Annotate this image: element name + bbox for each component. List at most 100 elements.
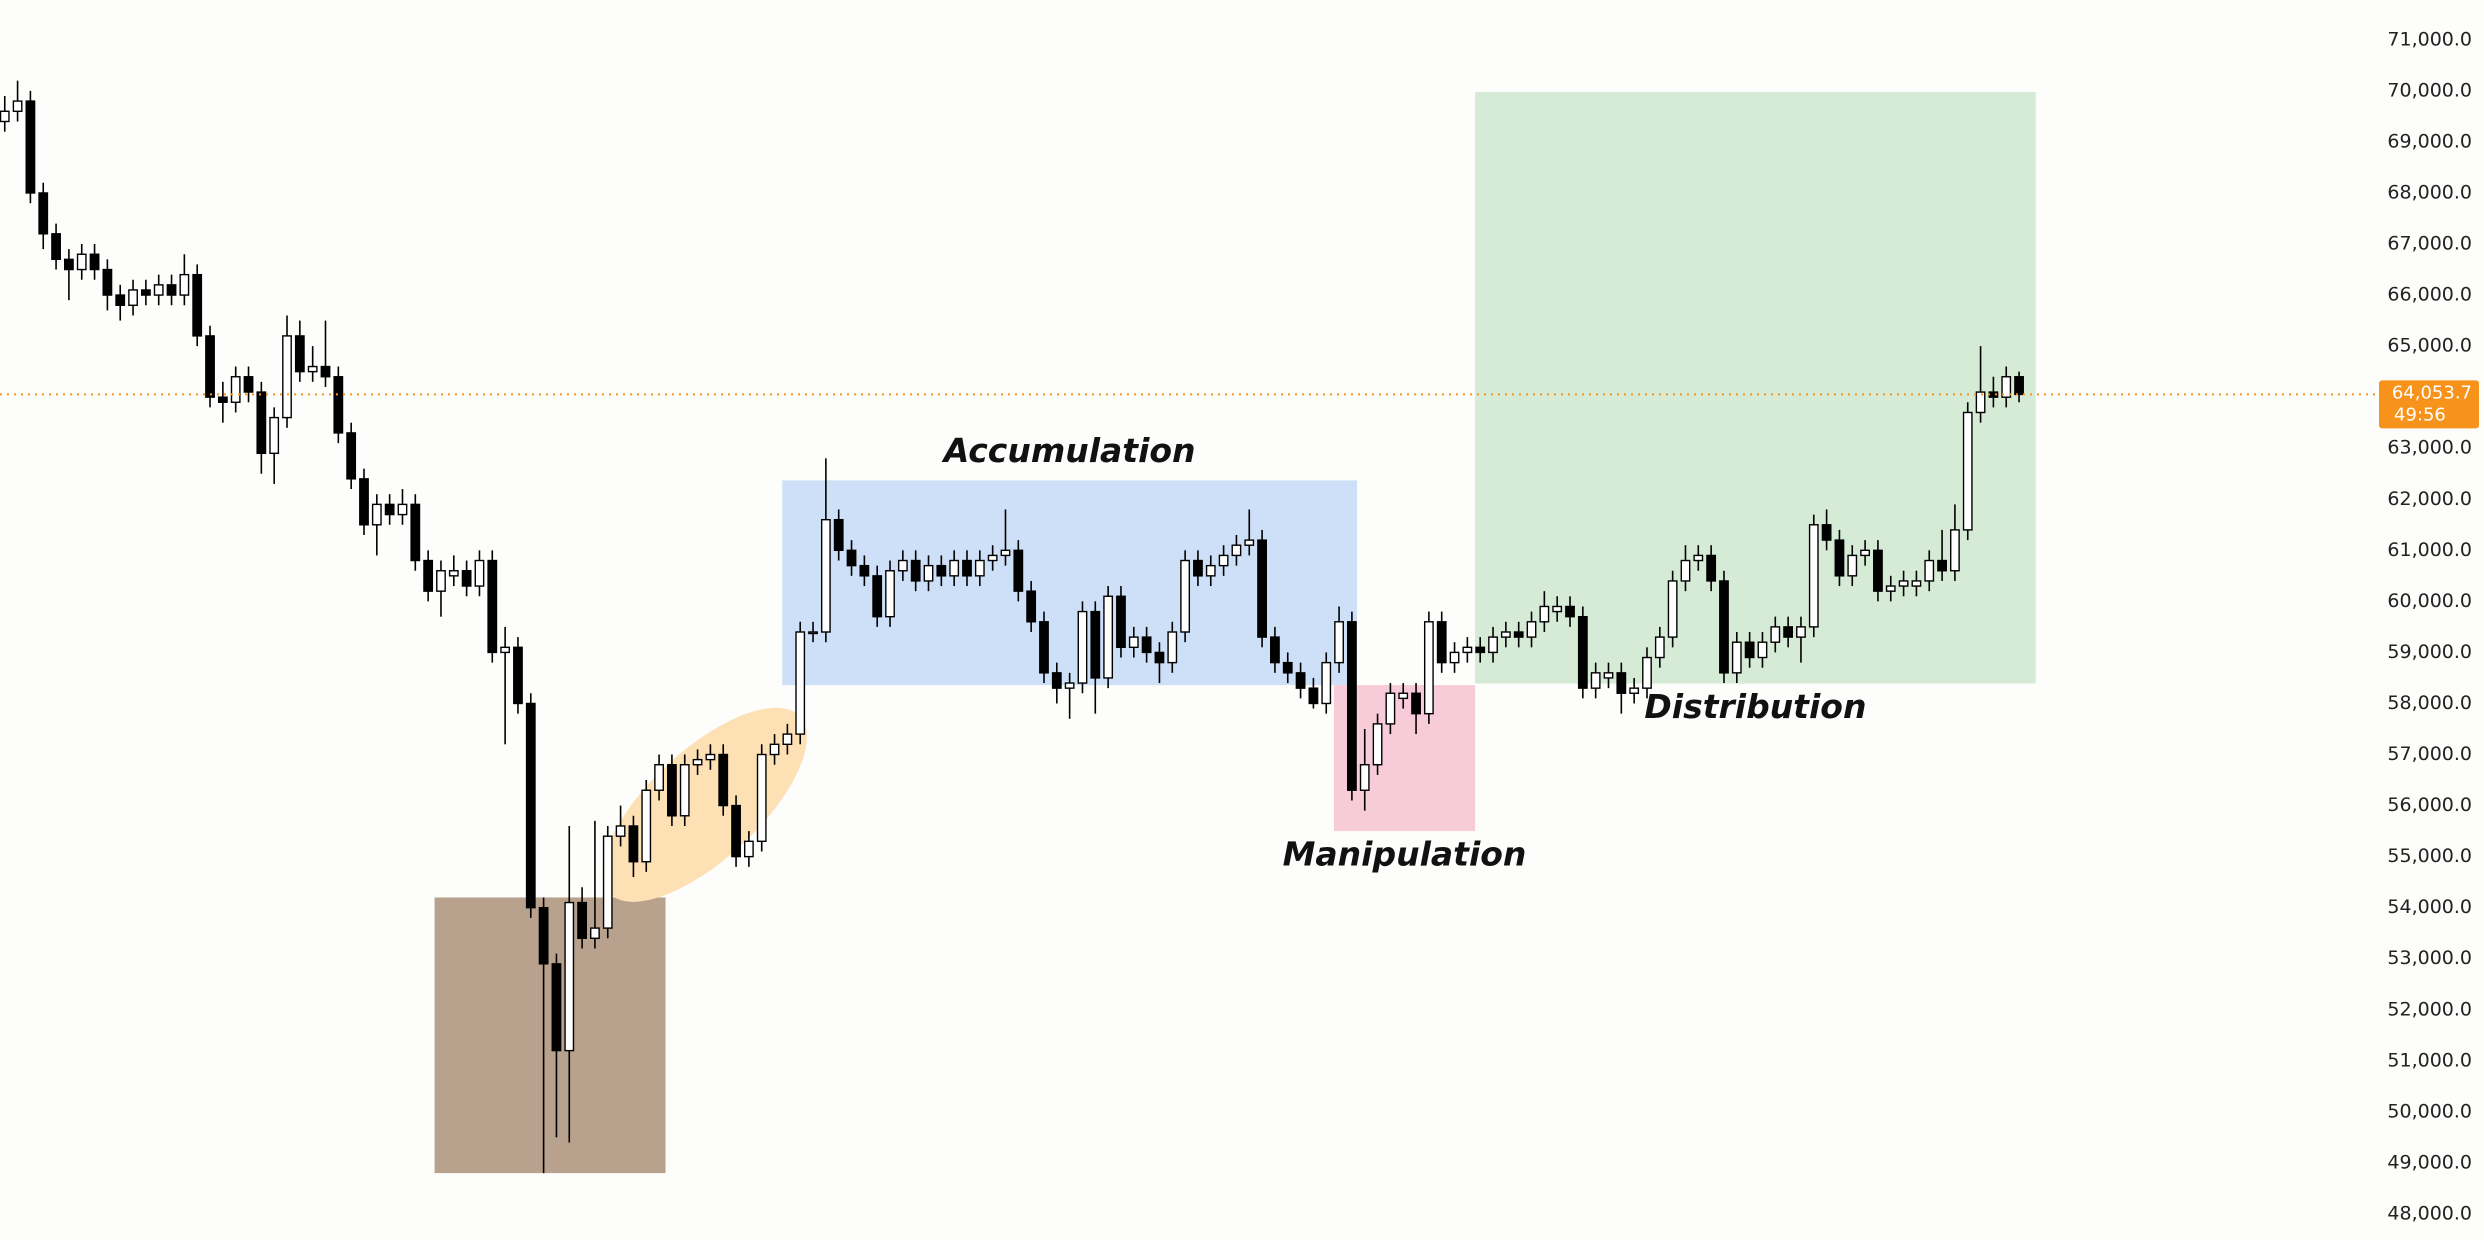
candle-body	[410, 503, 421, 562]
candle-body	[1462, 646, 1473, 654]
candle-body	[628, 825, 639, 863]
candle-body	[1116, 595, 1126, 649]
candle-body	[577, 901, 588, 939]
last-price-tag	[2379, 380, 2479, 429]
price-overlay: 64,053.749:56	[0, 380, 2479, 429]
candle-body	[1719, 580, 1729, 674]
candle-body	[705, 753, 716, 761]
y-tick-label: 51,000.0	[2387, 1049, 2472, 1071]
candle-body	[51, 233, 61, 261]
candle-body	[487, 559, 498, 654]
y-tick-label: 71,000.0	[2387, 28, 2472, 50]
candle-body	[525, 702, 536, 909]
candle-body	[1911, 580, 1922, 587]
zone-rect	[1475, 91, 2036, 684]
candle-body	[718, 753, 729, 807]
candle-body	[1231, 544, 1242, 557]
candle-body	[1051, 672, 1062, 689]
candle-body	[1372, 723, 1383, 766]
candle-body	[166, 284, 177, 296]
candle-body	[667, 764, 677, 817]
candle-body	[1885, 585, 1896, 592]
candle-body	[782, 733, 793, 746]
candle-body	[1577, 615, 1588, 689]
candle-body	[692, 758, 703, 766]
candle-body	[1180, 559, 1191, 633]
y-tick-label: 57,000.0	[2387, 743, 2472, 765]
candle-body	[359, 478, 369, 526]
candle-body	[1026, 590, 1037, 623]
candle-body	[179, 273, 190, 296]
candle-body	[949, 559, 960, 577]
candle-body	[590, 927, 600, 939]
y-tick-label: 56,000.0	[2387, 794, 2472, 816]
candle-body	[564, 901, 575, 1052]
candle-body	[1411, 692, 1421, 715]
candles	[0, 80, 2024, 1174]
zone-ellipse	[602, 707, 807, 902]
candle-body	[1770, 626, 1781, 643]
candle-body	[974, 559, 985, 577]
y-tick-label: 61,000.0	[2387, 539, 2472, 561]
candle-body	[1488, 636, 1498, 654]
candle-body	[1796, 626, 1806, 638]
candle-body	[474, 559, 485, 587]
candle-body	[205, 335, 215, 398]
candle-body	[1000, 549, 1011, 557]
candle-body	[1706, 554, 1717, 582]
candle-body	[936, 564, 947, 577]
candle-body	[1321, 661, 1332, 705]
candle-body	[1693, 554, 1704, 562]
candle-body	[1103, 595, 1114, 679]
candle-body	[641, 789, 652, 863]
candle-body	[1642, 656, 1652, 689]
candle-body	[25, 100, 36, 194]
candle-body	[346, 432, 357, 480]
candle-body	[436, 570, 446, 592]
candle-body	[1334, 621, 1344, 664]
candle-body	[1808, 524, 1819, 628]
candle-body	[1475, 646, 1486, 654]
candle-body	[1873, 549, 1883, 592]
candle-body	[1616, 672, 1627, 694]
candle-body	[910, 559, 921, 582]
candle-body	[846, 549, 857, 567]
y-tick-label: 62,000.0	[2387, 488, 2472, 510]
candle-body	[461, 570, 472, 587]
y-tick-label: 66,000.0	[2387, 284, 2472, 306]
candle-body	[743, 840, 754, 858]
candle-body	[12, 100, 23, 112]
candle-body	[1744, 641, 1755, 659]
candle-body	[1924, 559, 1935, 582]
candle-body	[1385, 692, 1396, 725]
candle-body	[1667, 580, 1678, 638]
candle-body	[63, 258, 74, 271]
y-tick-label: 63,000.0	[2387, 437, 2472, 459]
candle-body	[230, 376, 241, 403]
candle-body	[859, 564, 870, 577]
candle-body	[615, 825, 626, 837]
candle-body	[897, 559, 908, 572]
candle-body	[153, 284, 164, 296]
candle-body	[1205, 564, 1216, 577]
candle-body	[1847, 554, 1858, 577]
candle-body	[1500, 631, 1511, 638]
candle-body	[1218, 554, 1229, 567]
candle-body	[1821, 524, 1832, 541]
candle-body	[1783, 626, 1794, 638]
candle-body	[423, 559, 434, 592]
candle-body	[307, 365, 318, 373]
candle-body	[1860, 549, 1871, 557]
y-tick-label: 65,000.0	[2387, 335, 2472, 357]
candle-body	[1282, 661, 1293, 674]
y-tick-label: 60,000.0	[2387, 590, 2472, 612]
candle-body	[448, 570, 459, 577]
candle-body	[1308, 687, 1319, 705]
candle-body	[602, 835, 613, 929]
candle-body	[333, 376, 344, 434]
candle-body	[1539, 605, 1550, 623]
zone-label: Distribution	[1644, 687, 1866, 726]
candle-body	[2001, 376, 2012, 398]
y-tick-label: 53,000.0	[2387, 947, 2472, 969]
